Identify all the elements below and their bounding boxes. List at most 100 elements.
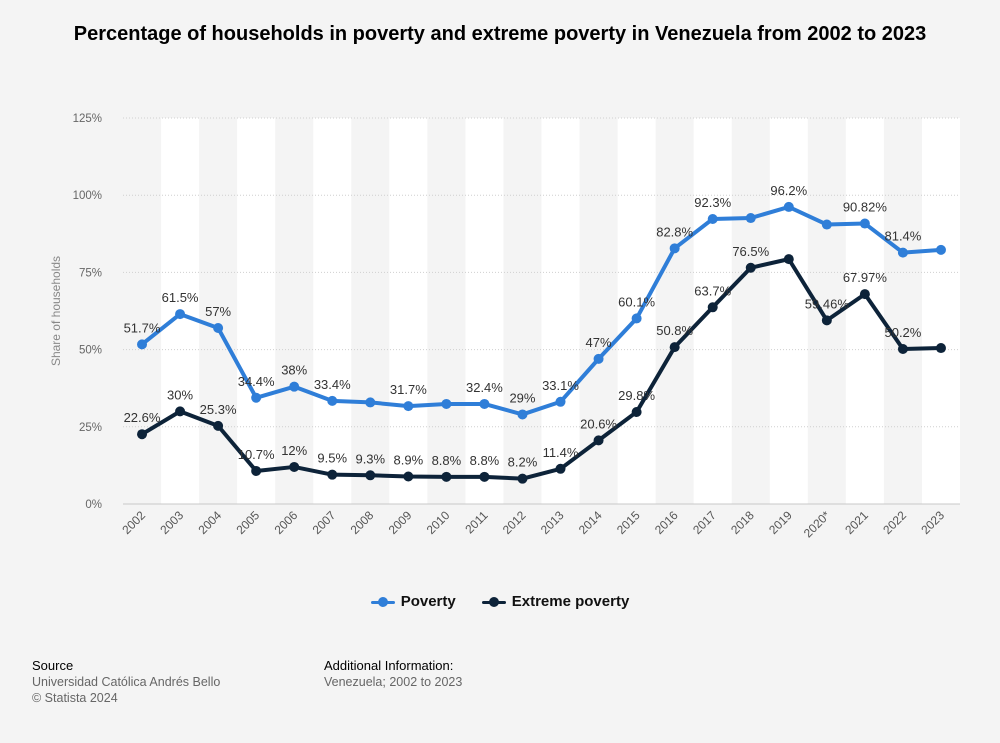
x-tick-label: 2002	[119, 508, 148, 537]
data-point-poverty	[783, 201, 794, 212]
data-point-poverty	[479, 398, 490, 409]
y-tick-label: 125%	[73, 113, 102, 125]
data-point-extreme-poverty	[137, 429, 148, 440]
data-label-poverty: 81.4%	[884, 229, 921, 244]
x-axis-ticks: 2002 2003 2004 2005 2006 2007 2008 2009 2010 2011…	[119, 508, 947, 540]
x-tick-label: 2018	[728, 508, 757, 537]
data-point-poverty	[213, 322, 224, 333]
data-point-poverty	[897, 247, 908, 258]
data-point-poverty	[631, 313, 642, 324]
column-band	[237, 118, 276, 504]
data-label-poverty: 47%	[586, 335, 612, 350]
x-tick-label: 2011	[462, 508, 490, 536]
data-label-poverty: 34.4%	[238, 374, 275, 389]
data-label-poverty: 96.2%	[770, 183, 807, 198]
x-tick-label: 2013	[538, 508, 567, 537]
legend-label-poverty: Poverty	[400, 593, 456, 610]
data-label-extreme-poverty: 50.8%	[656, 323, 693, 338]
data-label-poverty: 31.7%	[390, 382, 427, 397]
y-tick-label: 25%	[79, 422, 102, 434]
column-band	[921, 118, 960, 504]
data-point-poverty	[821, 219, 832, 230]
data-point-poverty	[251, 392, 262, 403]
series-line-poverty	[140, 204, 943, 417]
data-point-extreme-poverty	[897, 343, 908, 354]
x-tick-label: 2019	[766, 508, 795, 537]
legend-item-extreme-poverty[interactable]: Extreme poverty	[481, 593, 630, 610]
data-label-extreme-poverty: 20.6%	[580, 416, 617, 431]
data-label-extreme-poverty: 59.46%	[805, 296, 850, 311]
data-point-extreme-poverty	[365, 470, 376, 481]
data-label-extreme-poverty: 67.97%	[843, 270, 888, 285]
data-label-poverty: 51.7%	[124, 320, 161, 335]
column-band	[465, 118, 504, 504]
x-tick-label: 2007	[310, 508, 339, 537]
data-point-extreme-poverty	[707, 302, 718, 313]
data-point-poverty	[745, 213, 756, 224]
series-line-extreme-poverty	[140, 257, 943, 481]
x-tick-label: 2016	[652, 508, 681, 537]
y-tick-label: 0%	[85, 499, 102, 511]
data-point-extreme-poverty	[403, 471, 414, 482]
data-label-extreme-poverty: 12%	[281, 443, 307, 458]
data-label-poverty: 32.4%	[466, 380, 503, 395]
x-tick-label: 2020*	[801, 508, 833, 540]
source-heading: Source	[32, 658, 74, 673]
data-point-poverty	[441, 398, 452, 409]
data-point-extreme-poverty	[821, 315, 832, 326]
data-label-extreme-poverty: 63.7%	[694, 283, 731, 298]
data-point-extreme-poverty	[631, 406, 642, 417]
data-label-poverty: 90.82%	[843, 200, 888, 215]
x-tick-label: 2022	[880, 508, 909, 537]
y-tick-label: 100%	[73, 190, 102, 202]
data-point-poverty	[555, 396, 566, 407]
column-bands	[161, 118, 960, 504]
data-label-poverty: 60.1%	[618, 294, 655, 309]
additional-info-heading[interactable]: Additional Information:	[324, 658, 454, 673]
grid-lines	[123, 117, 960, 505]
x-tick-label: 2010	[424, 508, 453, 537]
data-label-extreme-poverty: 30%	[167, 387, 193, 402]
data-label-extreme-poverty: 76.5%	[732, 244, 769, 259]
data-point-extreme-poverty	[251, 465, 262, 476]
copyright-line[interactable]: © Statista 2024	[32, 691, 118, 705]
data-point-extreme-poverty	[593, 435, 604, 446]
data-point-poverty	[365, 397, 376, 408]
data-label-extreme-poverty: 9.3%	[355, 451, 385, 466]
column-band	[541, 118, 580, 504]
x-tick-label: 2014	[576, 508, 605, 537]
data-label-extreme-poverty: 29.8%	[618, 388, 655, 403]
data-point-poverty	[669, 243, 680, 254]
data-label-extreme-poverty: 22.6%	[124, 410, 161, 425]
source-line[interactable]: Universidad Católica Andrés Bello	[32, 675, 221, 689]
legend-label-extreme-poverty: Extreme poverty	[511, 593, 630, 610]
data-label-extreme-poverty: 8.9%	[394, 453, 424, 468]
data-point-poverty	[327, 395, 338, 406]
data-point-poverty	[859, 218, 870, 229]
data-point-poverty	[517, 409, 528, 420]
y-tick-label: 75%	[79, 267, 102, 279]
x-tick-label: 2023	[918, 508, 947, 537]
x-tick-label: 2005	[233, 508, 262, 537]
data-point-extreme-poverty	[555, 463, 566, 474]
y-axis-label: Share of households	[49, 255, 63, 367]
data-label-extreme-poverty: 8.8%	[470, 453, 500, 468]
column-band	[617, 118, 656, 504]
data-point-poverty	[935, 244, 946, 255]
x-tick-label: 2004	[195, 508, 224, 537]
data-label-poverty: 29%	[509, 390, 535, 405]
data-label-poverty: 57%	[205, 304, 231, 319]
legend-item-poverty[interactable]: Poverty	[370, 593, 456, 610]
x-tick-label: 2009	[386, 508, 415, 537]
additional-info-block: Additional Information: Venezuela; 2002 …	[324, 658, 462, 690]
data-label-poverty: 38%	[281, 363, 307, 378]
source-block: Source Universidad Católica Andrés Bello…	[32, 658, 220, 706]
column-band	[769, 118, 808, 504]
y-tick-label: 50%	[79, 345, 102, 357]
data-label-extreme-poverty: 11.4%	[543, 445, 579, 460]
data-point-extreme-poverty	[859, 289, 870, 300]
additional-info-line: Venezuela; 2002 to 2023	[324, 675, 463, 689]
data-point-extreme-poverty	[783, 254, 794, 265]
y-axis-ticks: 0% 25% 50% 75% 100% 125%	[73, 113, 102, 511]
